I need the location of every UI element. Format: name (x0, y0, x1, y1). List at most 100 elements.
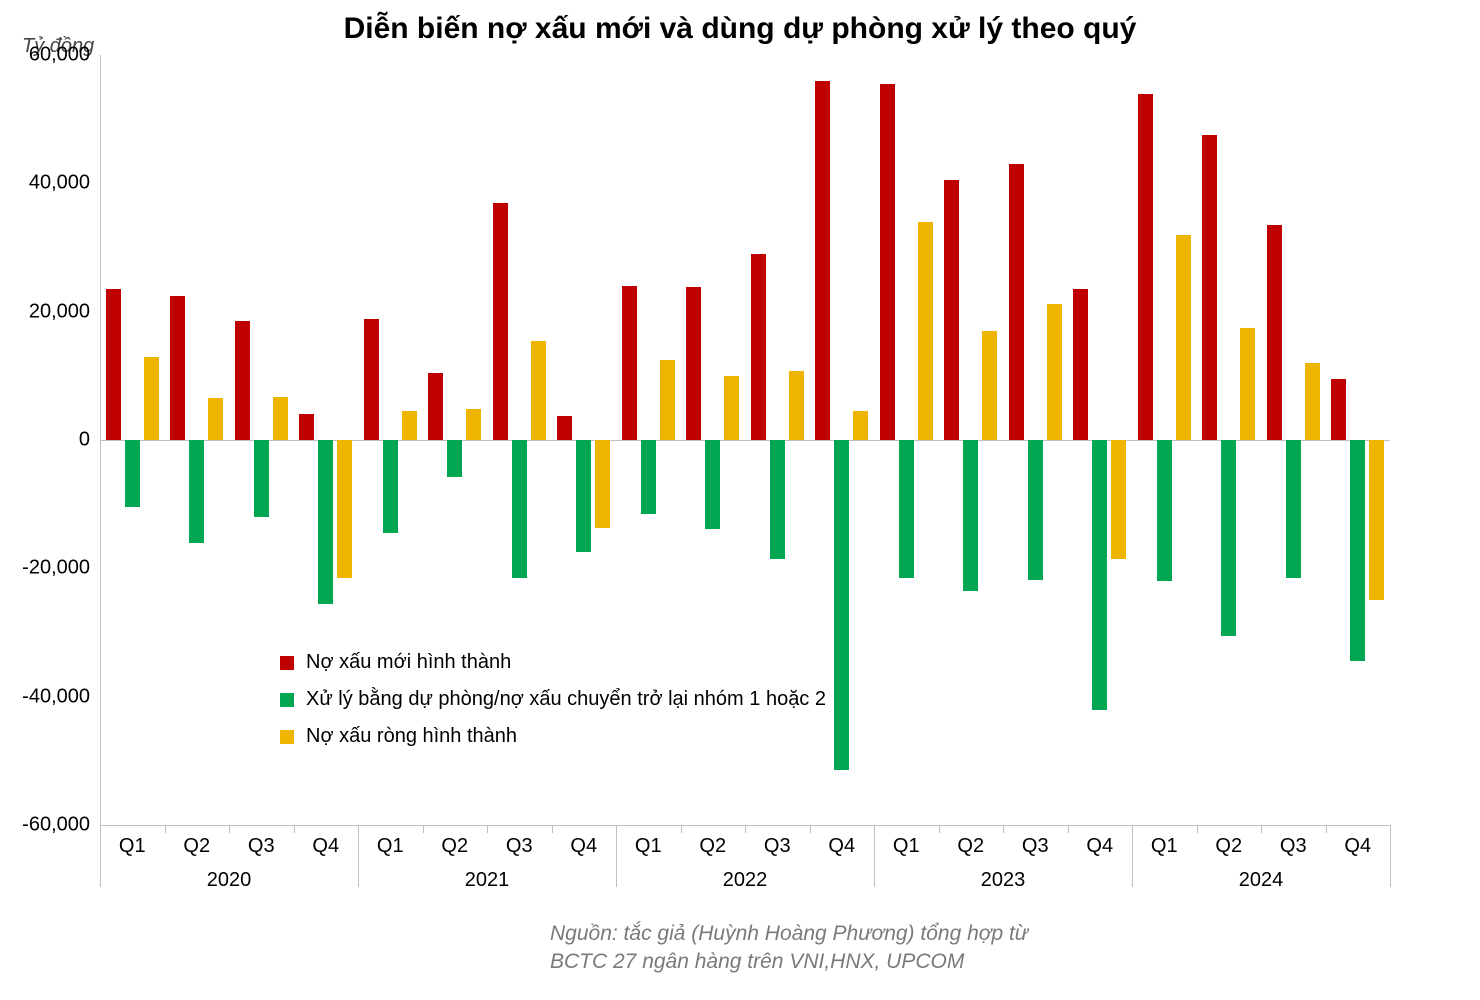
quarter-label: Q2 (423, 835, 488, 858)
bar (208, 398, 223, 440)
quarter-label: Q4 (294, 835, 359, 858)
bar (880, 84, 895, 440)
bar (1073, 289, 1088, 440)
bar (1286, 440, 1301, 578)
legend-item: Nợ xấu ròng hình thành (280, 725, 826, 748)
bar (1138, 94, 1153, 441)
legend-swatch (280, 693, 294, 707)
bar (273, 397, 288, 440)
quarter-label: Q1 (358, 835, 423, 858)
y-tick-label: -20,000 (20, 557, 90, 580)
bar (944, 180, 959, 440)
x-tick (745, 825, 746, 833)
bar (724, 376, 739, 440)
x-tick (1068, 825, 1069, 833)
bar (337, 440, 352, 578)
y-tick-label: 60,000 (20, 44, 90, 67)
chart-caption: Nguồn: tắc giả (Huỳnh Hoàng Phương) tổng… (550, 920, 1028, 977)
zero-baseline (100, 440, 1390, 441)
legend: Nợ xấu mới hình thành Xử lý bằng dự phòng… (280, 651, 826, 762)
quarter-label: Q2 (165, 835, 230, 858)
bar (1111, 440, 1126, 559)
year-label: 2021 (358, 869, 616, 892)
y-tick-label: 20,000 (20, 300, 90, 323)
bar (1047, 304, 1062, 440)
bar (1009, 164, 1024, 440)
quarter-label: Q4 (1068, 835, 1133, 858)
year-label: 2020 (100, 869, 358, 892)
quarter-label: Q1 (1132, 835, 1197, 858)
bar (189, 440, 204, 543)
x-tick (1261, 825, 1262, 833)
chart-title: Diễn biến nợ xấu mới và dùng dự phòng xử… (0, 12, 1480, 46)
x-tick (939, 825, 940, 833)
bar (512, 440, 527, 578)
legend-swatch (280, 656, 294, 670)
bar (254, 440, 269, 517)
bar (1092, 440, 1107, 710)
y-tick-label: 0 (20, 429, 90, 452)
bar (144, 357, 159, 440)
y-tick-label: -60,000 (20, 814, 90, 837)
bar (1221, 440, 1236, 636)
bar (557, 416, 572, 440)
quarter-label: Q2 (681, 835, 746, 858)
bar (402, 411, 417, 440)
legend-label: Xử lý bằng dự phòng/nợ xấu chuyển trở lạ… (306, 688, 826, 711)
x-tick (681, 825, 682, 833)
bar (1267, 225, 1282, 440)
bar (576, 440, 591, 552)
year-label: 2024 (1132, 869, 1390, 892)
bar (853, 411, 868, 440)
quarter-label: Q1 (874, 835, 939, 858)
legend-item: Xử lý bằng dự phòng/nợ xấu chuyển trở lạ… (280, 688, 826, 711)
bar (641, 440, 656, 514)
bar (1028, 440, 1043, 580)
bar (493, 203, 508, 440)
bar (705, 440, 720, 529)
quarter-label: Q1 (100, 835, 165, 858)
bar (1240, 328, 1255, 440)
x-tick (810, 825, 811, 833)
bar (447, 440, 462, 477)
bar (235, 321, 250, 440)
quarter-label: Q2 (939, 835, 1004, 858)
quarter-label: Q1 (616, 835, 681, 858)
quarter-label: Q3 (1261, 835, 1326, 858)
left-axis-line (100, 55, 101, 825)
bar (789, 371, 804, 440)
bar (751, 254, 766, 440)
quarter-label: Q3 (487, 835, 552, 858)
bar (466, 409, 481, 440)
bar (686, 287, 701, 440)
quarter-label: Q4 (552, 835, 617, 858)
bar (383, 440, 398, 533)
bar (1202, 135, 1217, 440)
bar (1350, 440, 1365, 661)
x-tick (1390, 825, 1391, 887)
bar (299, 414, 314, 440)
bar (318, 440, 333, 604)
bar (170, 296, 185, 440)
quarter-label: Q3 (1003, 835, 1068, 858)
bar (125, 440, 140, 507)
x-tick (1197, 825, 1198, 833)
bar (106, 289, 121, 440)
quarter-label: Q2 (1197, 835, 1262, 858)
quarter-label: Q3 (229, 835, 294, 858)
bar (982, 331, 997, 440)
x-tick (552, 825, 553, 833)
quarter-label: Q3 (745, 835, 810, 858)
bar (1176, 235, 1191, 440)
bar (1157, 440, 1172, 581)
bar (918, 222, 933, 440)
x-tick (1326, 825, 1327, 833)
x-tick (423, 825, 424, 833)
x-tick (487, 825, 488, 833)
x-tick (229, 825, 230, 833)
bar (1369, 440, 1384, 600)
bar (815, 81, 830, 440)
bar (622, 286, 637, 440)
legend-label: Nợ xấu mới hình thành (306, 651, 511, 674)
year-label: 2022 (616, 869, 874, 892)
